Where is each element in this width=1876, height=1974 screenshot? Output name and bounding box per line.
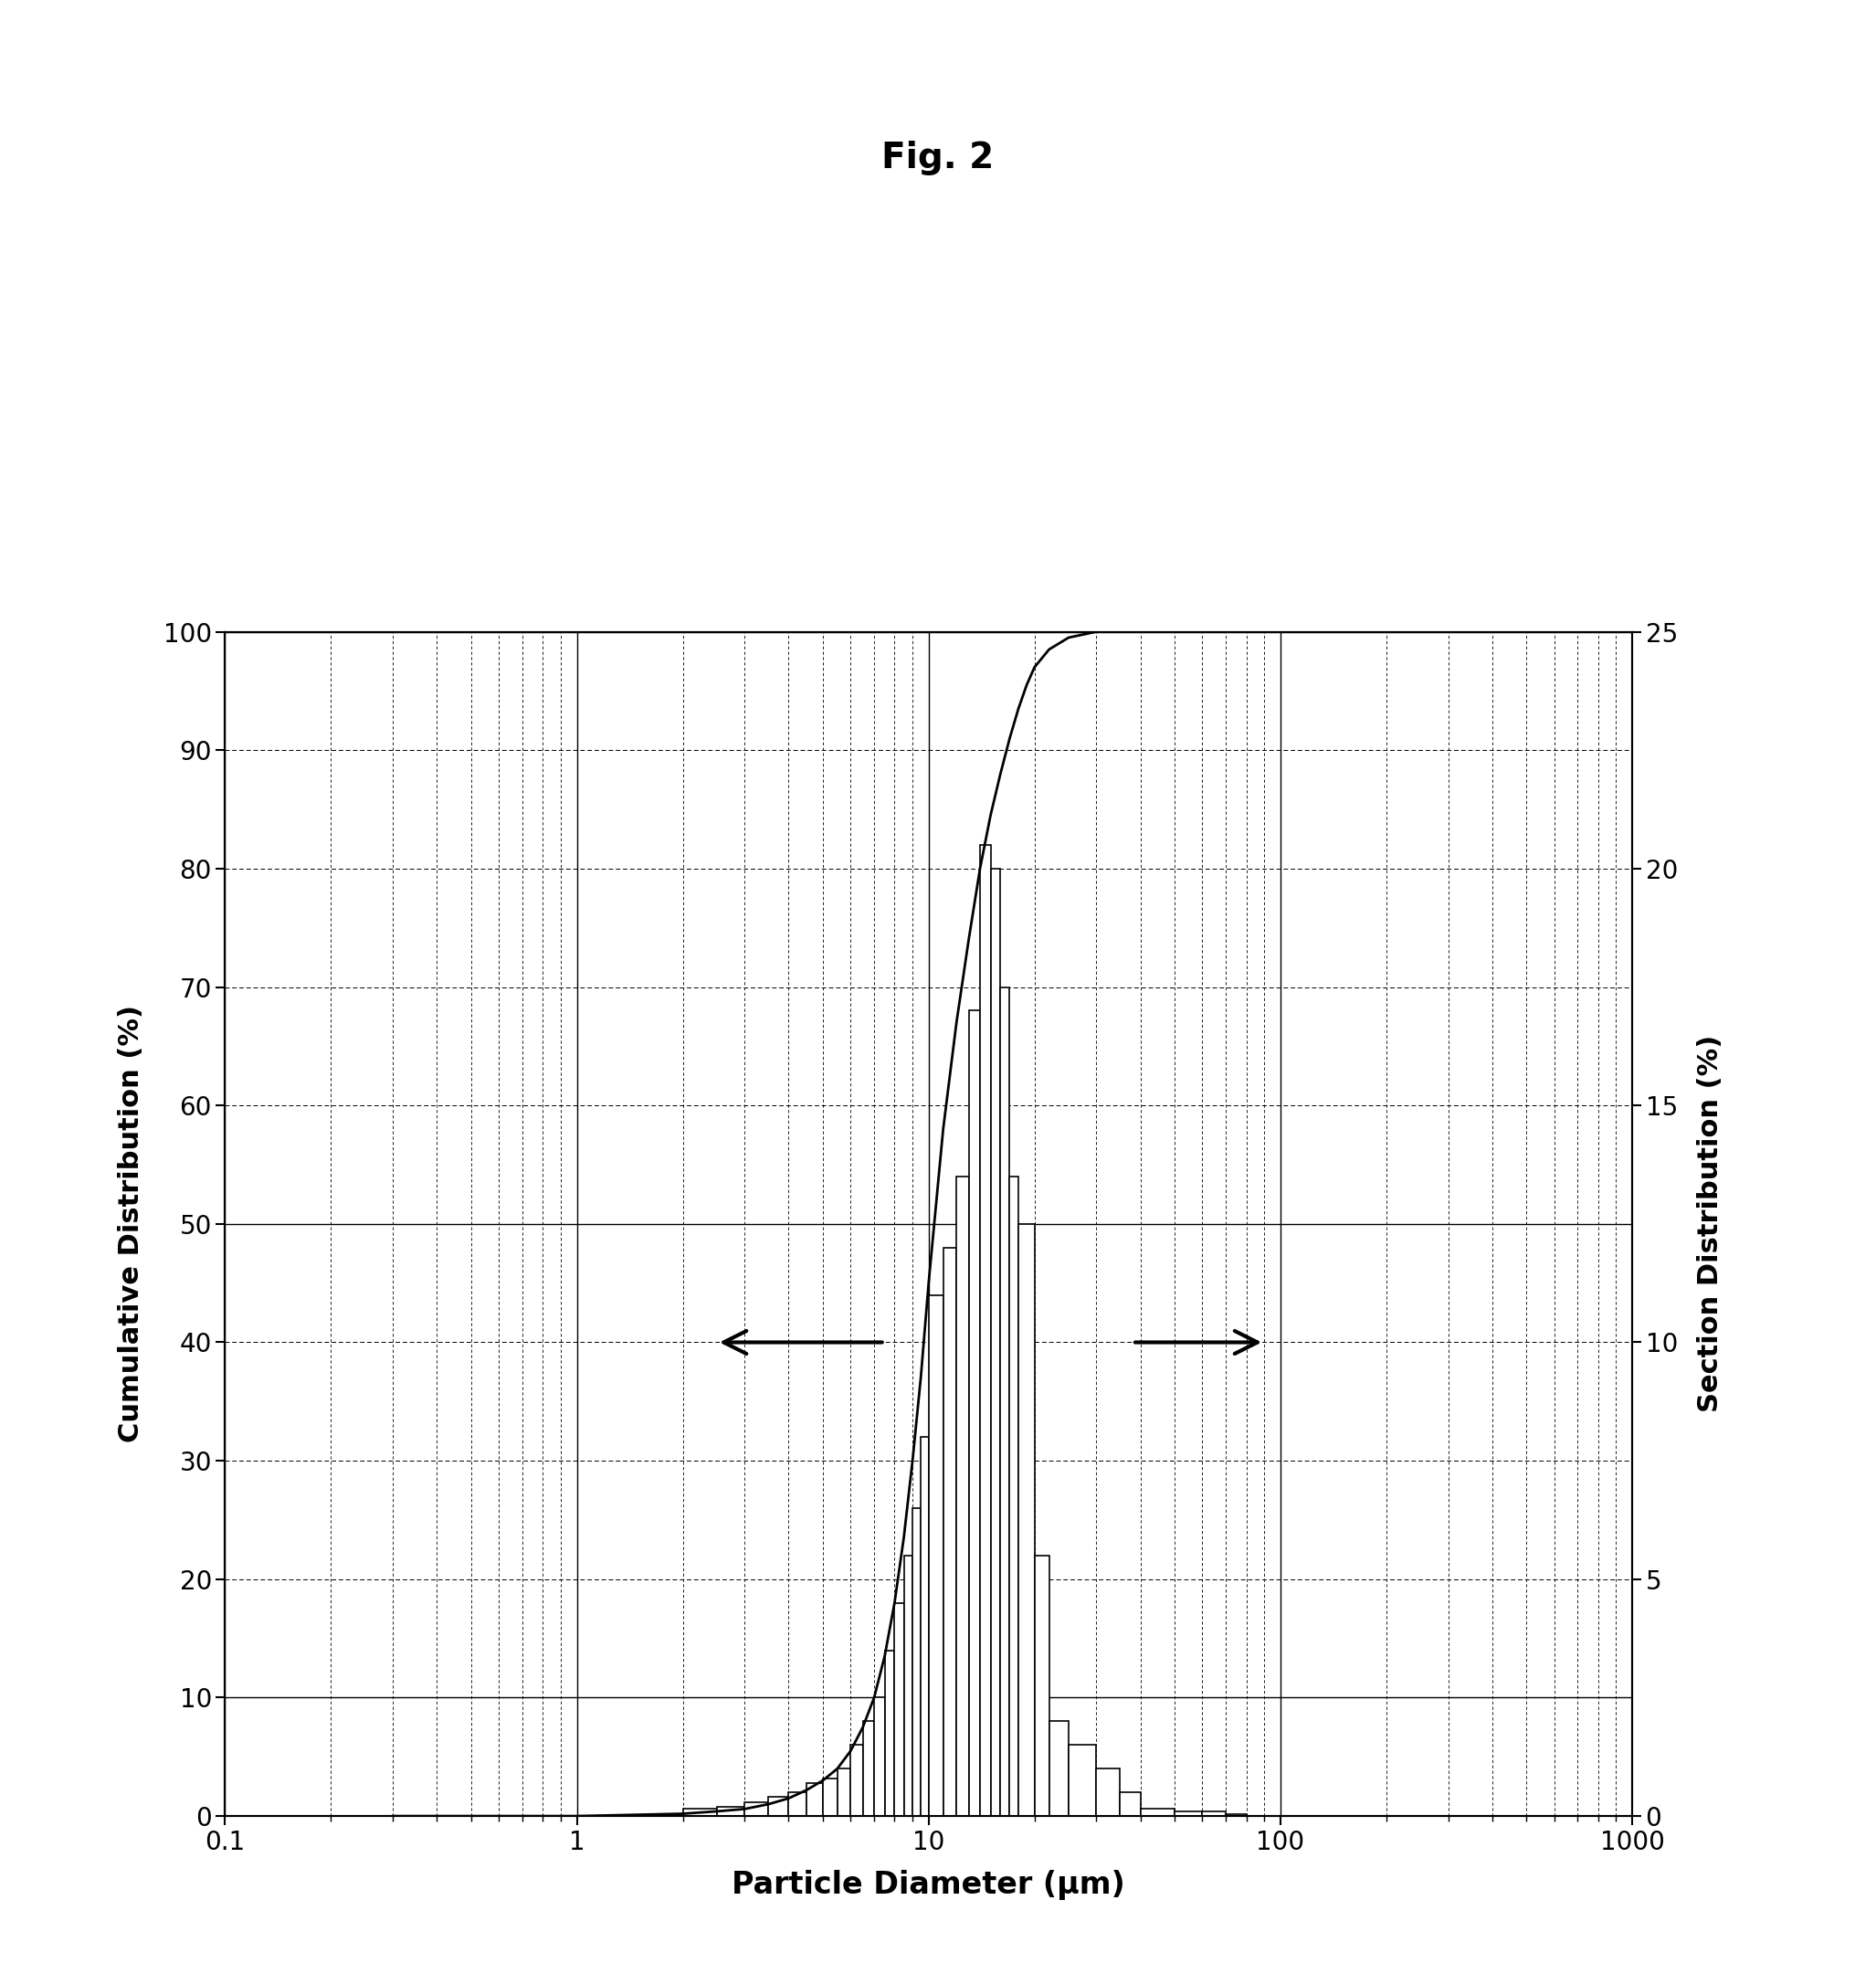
- Bar: [1049, 1721, 1069, 1816]
- Y-axis label: Section Distribution (%): Section Distribution (%): [1696, 1034, 1724, 1413]
- Bar: [745, 1802, 769, 1816]
- Bar: [904, 1556, 912, 1816]
- Bar: [991, 869, 1000, 1816]
- Text: Fig. 2: Fig. 2: [882, 140, 994, 176]
- Bar: [921, 1437, 929, 1816]
- Bar: [912, 1508, 921, 1816]
- Bar: [1174, 1812, 1203, 1816]
- Bar: [1096, 1769, 1120, 1816]
- Bar: [874, 1698, 885, 1816]
- Bar: [929, 1295, 944, 1816]
- Bar: [824, 1779, 837, 1816]
- Bar: [807, 1783, 824, 1816]
- Bar: [837, 1769, 850, 1816]
- Bar: [683, 1808, 717, 1816]
- Bar: [1019, 1224, 1034, 1816]
- Bar: [968, 1011, 979, 1816]
- Bar: [769, 1796, 788, 1816]
- Bar: [885, 1650, 895, 1816]
- Bar: [895, 1603, 904, 1816]
- Bar: [850, 1745, 863, 1816]
- X-axis label: Particle Diameter (μm): Particle Diameter (μm): [732, 1869, 1126, 1901]
- Bar: [957, 1177, 968, 1816]
- Bar: [1203, 1812, 1225, 1816]
- Bar: [863, 1721, 874, 1816]
- Bar: [1141, 1808, 1174, 1816]
- Bar: [979, 845, 991, 1816]
- Bar: [1069, 1745, 1096, 1816]
- Bar: [944, 1248, 957, 1816]
- Bar: [1009, 1177, 1019, 1816]
- Bar: [1225, 1814, 1246, 1816]
- Bar: [1034, 1556, 1049, 1816]
- Bar: [717, 1806, 745, 1816]
- Bar: [1120, 1792, 1141, 1816]
- Y-axis label: Cumulative Distribution (%): Cumulative Distribution (%): [118, 1005, 144, 1443]
- Bar: [1000, 987, 1009, 1816]
- Bar: [788, 1792, 807, 1816]
